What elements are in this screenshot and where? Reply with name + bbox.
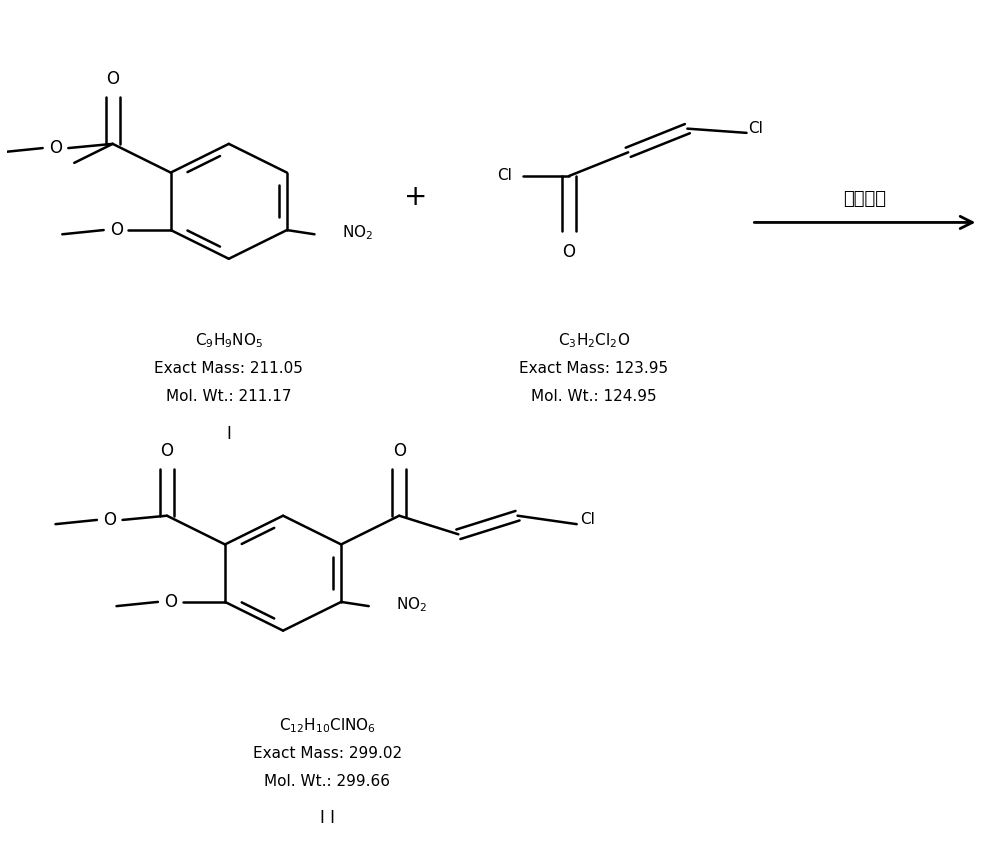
Text: Cl: Cl xyxy=(580,513,595,527)
Text: O: O xyxy=(106,70,119,88)
Text: O: O xyxy=(164,593,177,611)
Text: O: O xyxy=(563,243,576,261)
Text: Mol. Wt.: 211.17: Mol. Wt.: 211.17 xyxy=(166,389,292,404)
Text: Mol. Wt.: 299.66: Mol. Wt.: 299.66 xyxy=(264,774,390,789)
Text: NO$_2$: NO$_2$ xyxy=(396,595,428,614)
Text: Exact Mass: 299.02: Exact Mass: 299.02 xyxy=(253,746,402,761)
Text: NO$_2$: NO$_2$ xyxy=(342,223,373,242)
Text: 路易斯酸: 路易斯酸 xyxy=(843,190,886,208)
Text: +: + xyxy=(404,183,428,211)
Text: C$_{12}$H$_{10}$ClNO$_6$: C$_{12}$H$_{10}$ClNO$_6$ xyxy=(279,716,376,734)
Text: Cl: Cl xyxy=(749,121,763,136)
Text: C$_9$H$_9$NO$_5$: C$_9$H$_9$NO$_5$ xyxy=(195,332,263,350)
Text: Cl: Cl xyxy=(497,168,512,184)
Text: I: I xyxy=(226,424,231,442)
Text: Exact Mass: 123.95: Exact Mass: 123.95 xyxy=(519,361,668,376)
Text: Mol. Wt.: 124.95: Mol. Wt.: 124.95 xyxy=(531,389,656,404)
Text: I I: I I xyxy=(320,809,335,827)
Text: Exact Mass: 211.05: Exact Mass: 211.05 xyxy=(154,361,303,376)
Text: O: O xyxy=(160,442,173,460)
Text: O: O xyxy=(393,442,406,460)
Text: C$_3$H$_2$Cl$_2$O: C$_3$H$_2$Cl$_2$O xyxy=(558,332,630,350)
Text: O: O xyxy=(49,139,62,157)
Text: O: O xyxy=(103,511,116,529)
Text: O: O xyxy=(110,221,123,239)
